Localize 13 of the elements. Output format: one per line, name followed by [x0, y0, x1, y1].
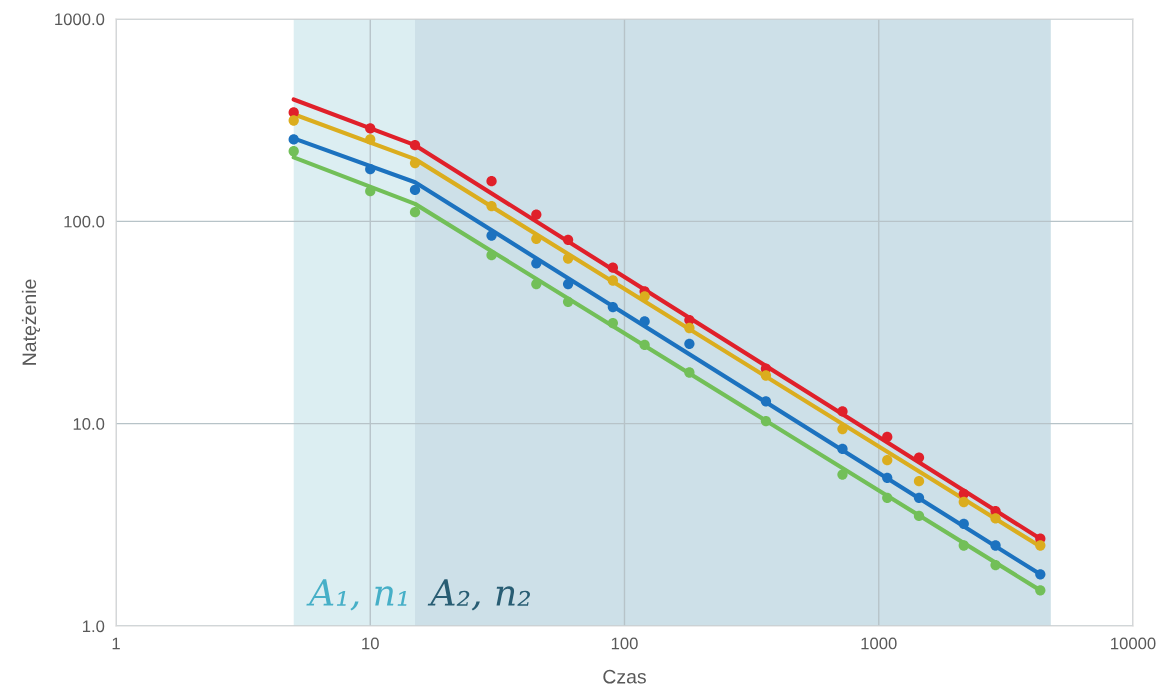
x-tick-label: 1 [112, 637, 120, 650]
x-axis-title: Czas [603, 669, 646, 684]
y-tick-label: 100.0 [64, 215, 105, 228]
y-axis-title: Natężenie [21, 279, 41, 365]
x-tick-label: 10000 [1111, 637, 1156, 650]
y-tick-label: 10.0 [73, 418, 105, 430]
x-tick-label: 100 [611, 637, 638, 650]
x-tick-label: 1000 [861, 637, 897, 650]
y-tick-label: 1000.0 [55, 13, 105, 26]
band-label: A₁, n₁ [306, 579, 407, 611]
band-label: A₂, n₂ [427, 579, 531, 611]
y-tick-label: 1.0 [82, 620, 105, 633]
x-tick-label: 10 [362, 637, 379, 650]
